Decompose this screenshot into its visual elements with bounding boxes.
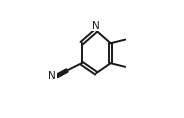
Text: N: N	[92, 21, 100, 31]
Text: N: N	[48, 71, 56, 81]
